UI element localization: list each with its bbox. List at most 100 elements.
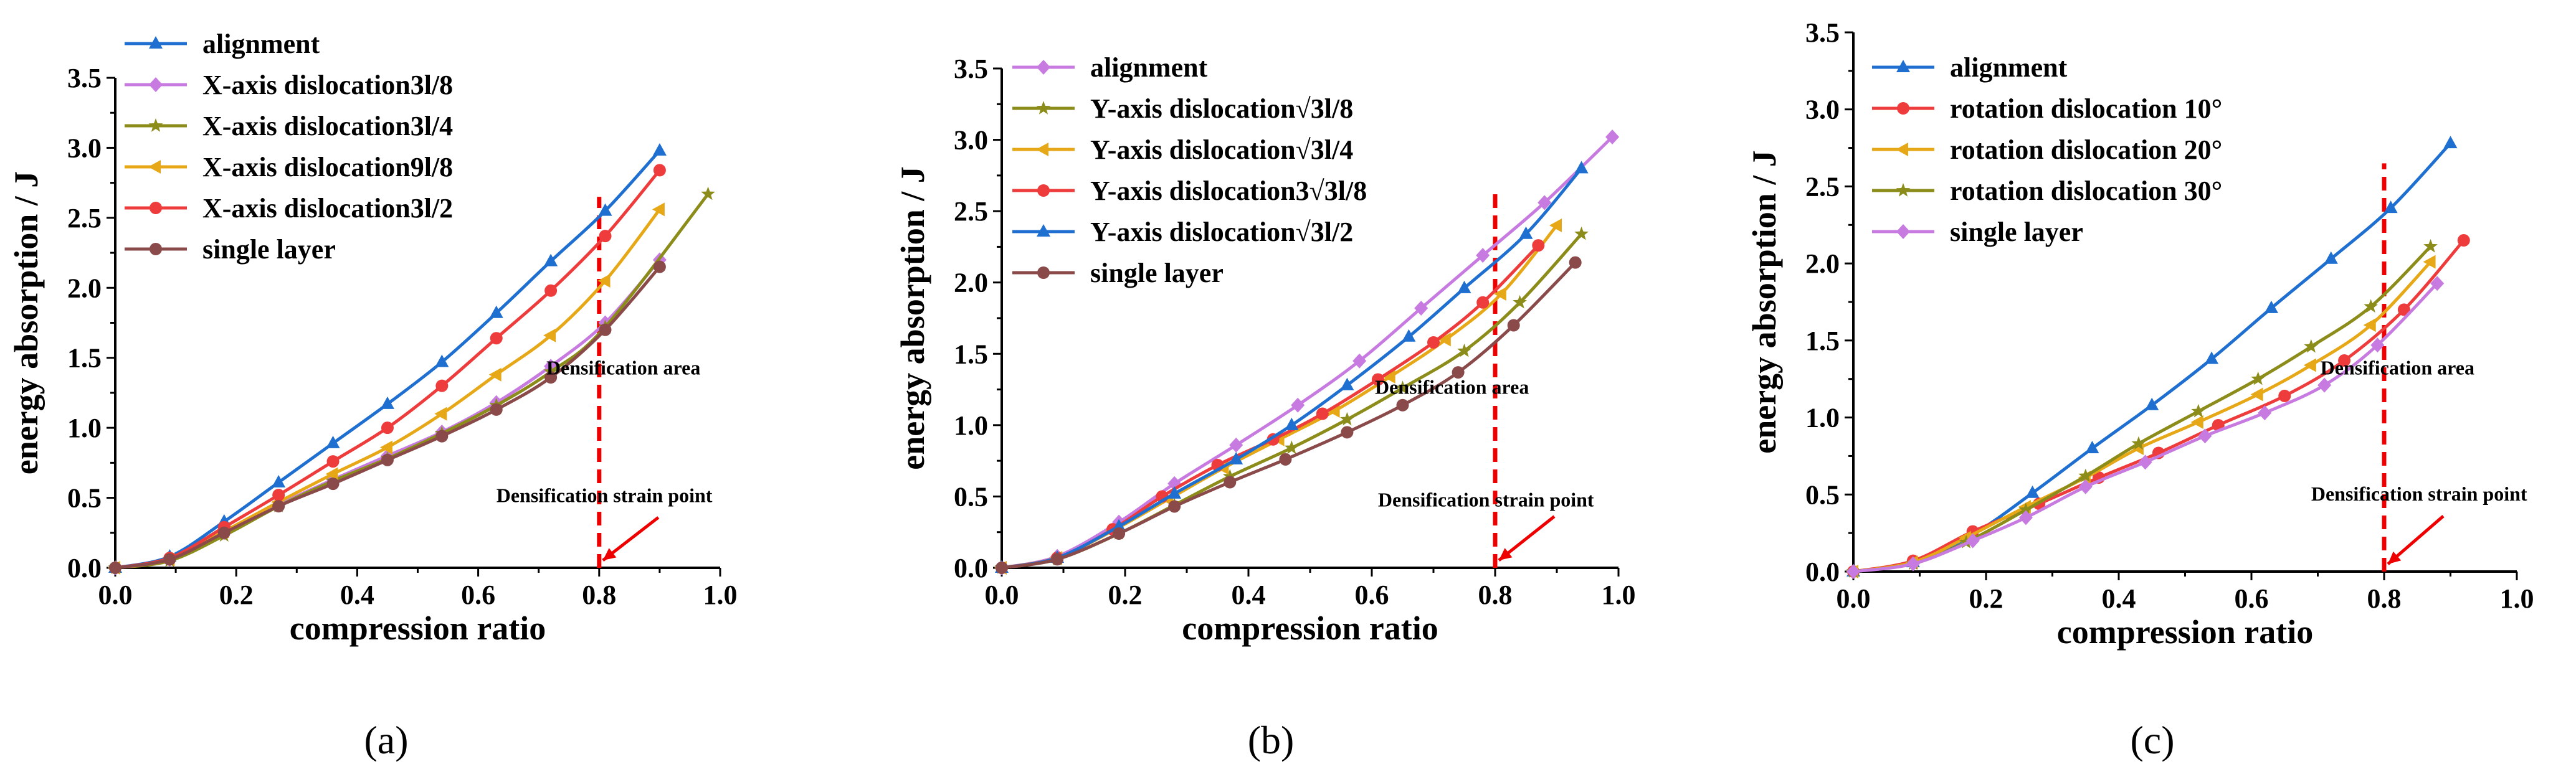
series-line [1001,167,1583,570]
data-point [653,260,666,273]
x-tick-label: 1.0 [1602,580,1636,610]
data-point [435,354,449,367]
legend-item: rotation dislocation 20° [1872,134,2222,165]
legend-label: alignment [1950,52,2068,83]
data-point [109,562,121,574]
series-line [1853,245,2432,573]
legend-label: X-axis dislocation3l/2 [202,193,453,224]
data-point [597,274,611,288]
data-point [2278,389,2291,402]
data-point [2397,303,2410,316]
data-point [652,143,667,156]
data-point [272,489,285,502]
x-tick-label: 0.4 [340,580,374,610]
data-point [1457,280,1471,293]
data-point [381,421,394,435]
legend-marker [1896,143,1908,156]
data-point [599,230,612,243]
legend-label: single layer [1950,217,2083,247]
series-line [1853,282,2438,573]
x-axis-label: compression ratio [290,610,546,647]
legend-marker [1896,224,1910,239]
data-point [1327,403,1340,418]
x-tick-label: 0.2 [1108,580,1143,610]
data-point [653,164,666,177]
data-point [1906,556,1920,572]
data-point [652,202,665,217]
data-point [1574,226,1589,240]
legend-item: alignment [125,29,320,59]
y-tick-label: 3.5 [67,63,102,93]
data-point [490,403,503,416]
data-point [2457,234,2470,247]
data-point [1476,296,1490,309]
y-tick-label: 2.0 [1805,248,1840,279]
legend-marker [148,118,163,132]
legend-item: X-axis dislocation9l/8 [125,152,453,182]
data-point [1285,417,1299,430]
axes: 0.0 0.2 0.4 0.6 0.8 1.0 0.0 0.5 1.0 1.5 2.0 2.5 3.0 3… [954,54,1636,610]
legend-label: rotation dislocation 30° [1950,176,2222,206]
data-point [326,478,340,491]
panel-label: (b) [1248,718,1295,762]
panel-label: (c) [2130,718,2174,762]
x-axis-label: compression ratio [1182,610,1438,647]
data-point [544,371,558,384]
data-point [490,332,503,345]
data-point [1457,343,1471,357]
data-point [435,430,449,443]
x-tick-label: 0.8 [2367,583,2402,614]
y-tick-label: 0.0 [67,553,102,583]
data-point [2430,276,2445,291]
data-point [1538,195,1552,210]
data-point [379,440,392,454]
legend-item: Y-axis dislocation√3l/8 [1012,93,1353,124]
data-point [544,284,558,297]
data-point [2138,454,2152,470]
legend-label: single layer [202,234,336,265]
data-point [381,453,394,466]
densification-area-label: Densification area [1375,375,1529,398]
data-point [326,455,340,468]
y-tick-label: 2.0 [954,268,988,298]
data-point [2131,436,2146,450]
legend: alignment rotation dislocation 10° rotatio… [1872,52,2222,247]
data-point [325,467,338,481]
x-tick-label: 0.2 [1969,583,2003,614]
data-point [2145,397,2159,410]
panel-b: 0.0 0.2 0.4 0.6 0.8 1.0 0.0 0.5 1.0 1.5 2.0 2.5 3.0 3… [894,52,1636,762]
data-point [1316,407,1329,420]
data-point [2191,403,2206,418]
legend-label: X-axis dislocation3l/8 [202,70,453,100]
x-tick-label: 1.0 [703,580,738,610]
legend-item: X-axis dislocation3l/2 [125,193,453,224]
legend-item: single layer [1872,217,2083,247]
arrow-head [2388,551,2402,564]
data-point [2198,428,2212,444]
data-point [217,526,231,539]
data-point [701,186,715,200]
legend-marker [149,36,163,49]
data-point [2250,387,2263,402]
x-tick-label: 0.8 [1478,580,1513,610]
axes: 0.0 0.2 0.4 0.6 0.8 1.0 0.0 0.5 1.0 1.5 2.0 2.5 3.0 3… [67,63,738,610]
legend-marker [1037,224,1050,237]
y-tick-label: 0.5 [67,483,102,514]
legend-label: rotation dislocation 20° [1950,134,2222,165]
data-point [1371,373,1384,386]
legend-item: alignment [1012,52,1208,83]
series-line [115,258,661,570]
data-point [2423,238,2438,253]
x-tick-label: 0.0 [985,580,1019,610]
data-point [1965,533,1980,549]
data-point [1402,329,1416,342]
y-tick-label: 1.5 [1805,326,1840,356]
data-point [2363,318,2376,332]
legend-label: rotation dislocation 10° [1950,93,2222,124]
data-point [2364,299,2379,313]
series-group [108,143,715,575]
series-line [1853,260,2432,573]
legend-item: X-axis dislocation3l/8 [125,70,453,100]
y-tick-label: 2.0 [67,273,102,303]
y-tick-label: 0.5 [954,481,988,512]
